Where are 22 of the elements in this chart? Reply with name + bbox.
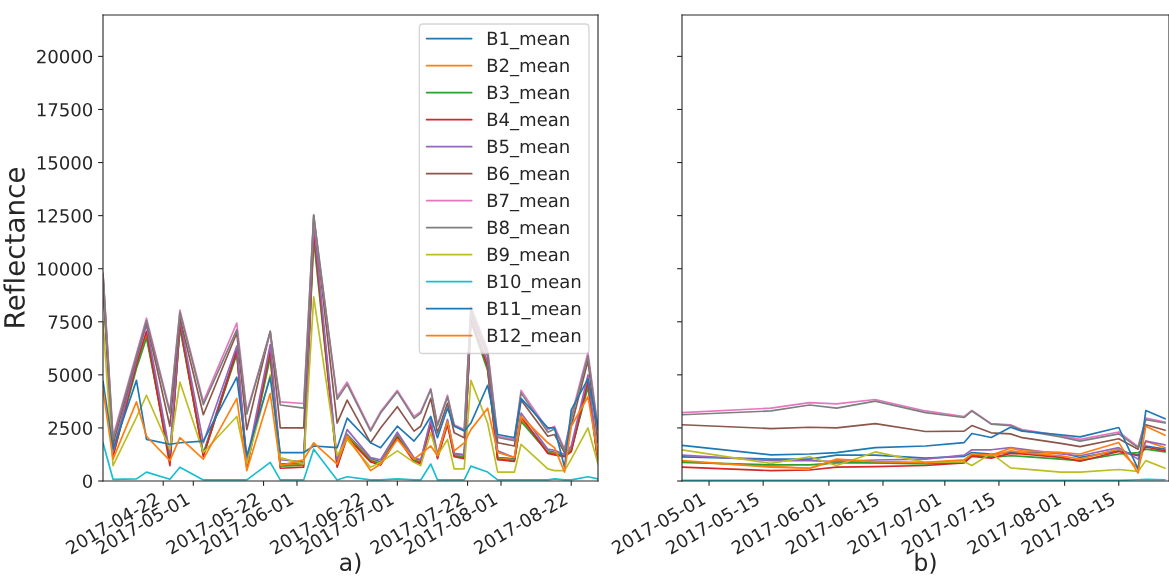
y-tick-label: 15000 <box>37 156 93 170</box>
y-axis-title: Reflectance <box>3 168 25 327</box>
y-tick-label: 5000 <box>48 368 93 382</box>
y-tick-label: 12500 <box>37 209 93 223</box>
legend-label: B4_mean <box>487 112 569 131</box>
legend-label: B3_mean <box>487 85 569 104</box>
y-tick-label: 0 <box>82 474 93 489</box>
legend-label: B6_mean <box>487 166 569 185</box>
legend-label: B7_mean <box>487 193 569 212</box>
legend-label: B12_mean <box>487 328 581 347</box>
y-tick-label: 10000 <box>37 262 93 276</box>
legend-label: B11_mean <box>487 301 581 320</box>
legend-label: B1_mean <box>487 31 569 50</box>
legend-label: B8_mean <box>487 220 569 239</box>
y-tick-label: 17500 <box>37 102 93 117</box>
legend-label: B2_mean <box>487 58 569 77</box>
y-tick-label: 20000 <box>37 49 93 64</box>
legend-label: B10_mean <box>487 274 581 293</box>
y-tick-label: 2500 <box>48 421 93 436</box>
legend-label: B5_mean <box>487 139 569 158</box>
y-tick-label: 7500 <box>48 315 93 329</box>
legend-label: B9_mean <box>487 247 569 266</box>
